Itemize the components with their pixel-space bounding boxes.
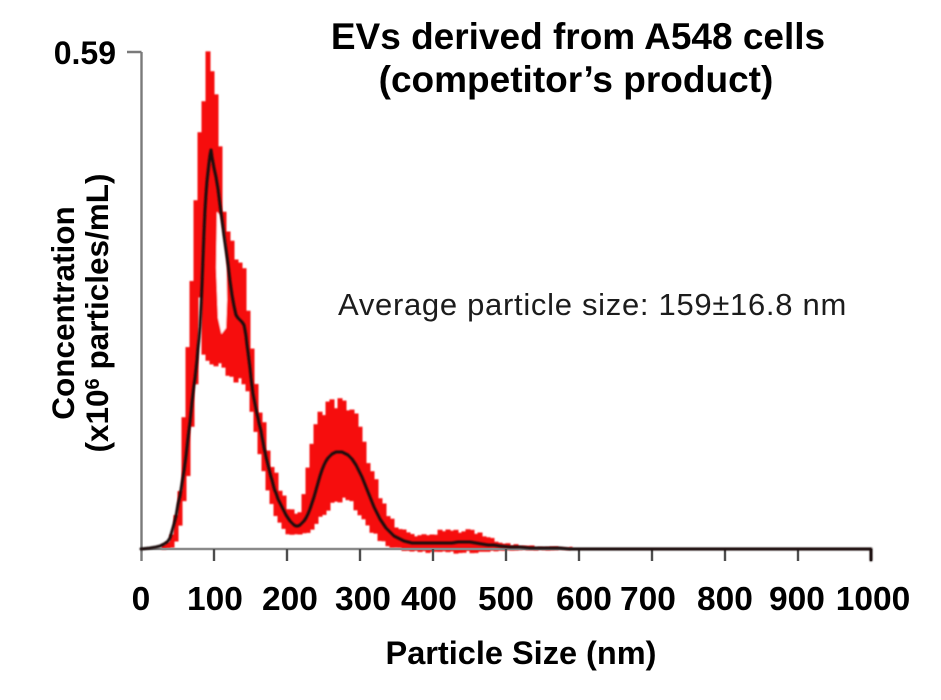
svg-text:100: 100 [187, 581, 243, 618]
svg-text:Particle Size (nm): Particle Size (nm) [386, 635, 657, 671]
svg-text:(competitor’s product): (competitor’s product) [379, 59, 774, 100]
svg-text:0.59: 0.59 [54, 35, 116, 71]
svg-text:900: 900 [769, 581, 825, 618]
svg-text:500: 500 [478, 581, 534, 618]
svg-text:700: 700 [620, 581, 676, 618]
svg-text:0: 0 [132, 581, 151, 618]
svg-text:200: 200 [262, 581, 318, 618]
svg-text:800: 800 [697, 581, 753, 618]
svg-text:(x106 particles/mL): (x106 particles/mL) [79, 174, 115, 453]
svg-text:Average particle size: 159±16.: Average particle size: 159±16.8 nm [338, 287, 847, 322]
svg-text:EVs derived from A548 cells: EVs derived from A548 cells [331, 16, 825, 57]
svg-text:400: 400 [401, 581, 457, 618]
svg-text:300: 300 [335, 581, 391, 618]
svg-text:1000: 1000 [836, 581, 911, 618]
svg-text:600: 600 [556, 581, 612, 618]
svg-text:Concentration: Concentration [45, 206, 81, 420]
